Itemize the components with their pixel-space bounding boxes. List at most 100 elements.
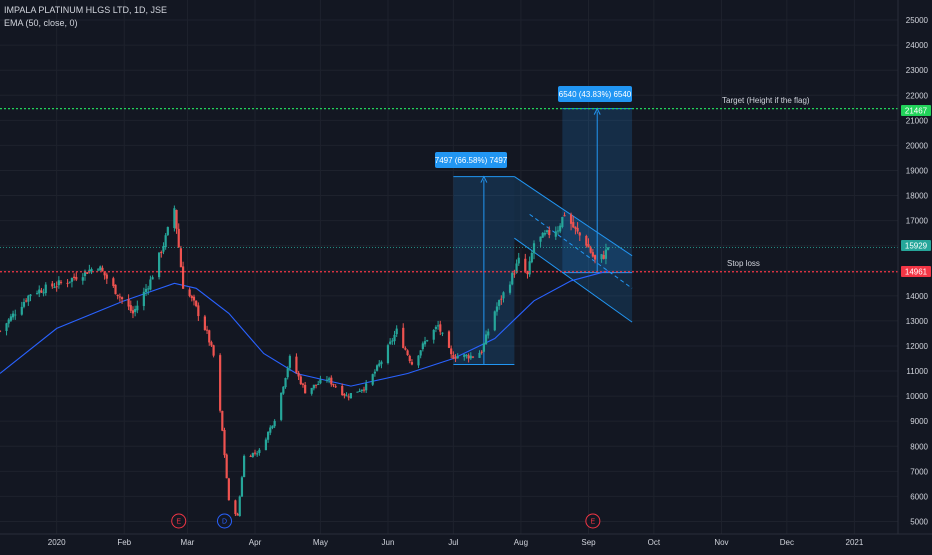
candle-body — [419, 350, 422, 356]
candle-body — [310, 387, 313, 394]
candle-body — [243, 455, 246, 478]
candle-body — [181, 266, 185, 289]
candle-body — [365, 383, 368, 391]
event-marker-earnings[interactable]: E — [171, 513, 187, 529]
candle-body — [467, 355, 470, 359]
candle-body — [55, 286, 58, 288]
candle-body — [330, 377, 333, 385]
candle-body — [604, 249, 608, 259]
candle-body — [225, 454, 228, 479]
plot-area[interactable] — [0, 107, 898, 517]
time-tick-label: Aug — [514, 538, 528, 547]
candle-body — [223, 429, 226, 456]
candle-body — [51, 283, 54, 287]
candle-body — [587, 244, 590, 248]
candle-body — [447, 331, 451, 348]
candle-body — [532, 243, 536, 254]
candle-body — [408, 355, 411, 362]
candle-body — [530, 252, 533, 263]
candle-body — [295, 356, 298, 373]
time-tick-label: Oct — [648, 538, 661, 547]
time-axis[interactable] — [0, 533, 932, 550]
candle-body — [487, 331, 490, 336]
candle-body — [101, 267, 104, 271]
candle-body — [264, 439, 268, 451]
current-price-tag — [901, 240, 931, 251]
candle-body — [151, 277, 154, 280]
candle-body — [380, 361, 383, 365]
time-tick-label: Jun — [382, 538, 395, 547]
candles — [0, 205, 610, 517]
candle-body — [602, 254, 605, 259]
candle-body — [90, 269, 93, 272]
price-tick-label: 11000 — [906, 367, 928, 376]
candle-body — [142, 291, 145, 307]
time-axis-ticks: 2020 Feb Mar Apr May Jun Jul Aug Sep Oct Nov Dec 202… — [48, 538, 864, 547]
measure1-tag — [435, 152, 507, 168]
event-circle — [171, 513, 187, 529]
candle-body — [227, 478, 230, 501]
candle-body — [304, 384, 307, 394]
candle-body — [136, 305, 139, 311]
candle-body — [42, 292, 45, 294]
candle-body — [118, 296, 121, 298]
candle-body — [147, 288, 150, 290]
candle-body — [513, 273, 516, 275]
candle-body — [144, 288, 148, 293]
candle-body — [57, 280, 60, 286]
time-tick-label: 2021 — [846, 538, 864, 547]
candle-body — [471, 356, 475, 358]
time-tick-label: Nov — [714, 538, 728, 547]
target-price-tag-text: 21467 — [905, 107, 928, 116]
candle-body — [68, 281, 71, 283]
measure2-tag-text: 6540 (43.83%) 6540 — [559, 90, 632, 99]
candle-body — [234, 500, 237, 515]
candle-body — [500, 298, 503, 300]
stop-price-tag — [901, 266, 931, 277]
candle-body — [312, 384, 315, 389]
candle-body — [450, 348, 453, 355]
candle-body — [528, 261, 531, 275]
candle-body — [190, 296, 193, 299]
candle-body — [389, 341, 392, 344]
candle-body — [177, 228, 180, 248]
current-price-tag-text: 15929 — [905, 242, 928, 251]
candle-body — [40, 290, 43, 293]
candle-body — [502, 292, 505, 299]
price-tick-label: 20000 — [906, 141, 929, 150]
candle-body — [86, 272, 89, 274]
event-marker-dividend[interactable]: D — [217, 513, 232, 529]
candle-body — [328, 378, 331, 380]
candle-body — [539, 236, 542, 242]
grid — [0, 0, 898, 534]
candle-body — [44, 284, 47, 294]
candle-body — [256, 453, 259, 455]
candle-body — [545, 230, 549, 233]
candle-body — [358, 390, 361, 392]
candle-body — [288, 356, 291, 368]
candle-body — [561, 216, 564, 227]
candle-body — [482, 343, 485, 352]
candle-body — [423, 341, 427, 345]
price-tick-label: 21000 — [906, 116, 929, 125]
candle-body — [395, 328, 398, 335]
indicator-title: EMA (50, close, 0) — [4, 18, 78, 28]
candle-body — [282, 386, 285, 394]
candle-body — [548, 229, 551, 236]
price-tick-label: 10000 — [906, 392, 929, 401]
candle-body — [317, 383, 320, 385]
price-tick-label: 12000 — [906, 342, 929, 351]
candle-body — [35, 293, 39, 295]
candle-body — [258, 449, 261, 453]
event-marker-earnings[interactable]: E — [585, 513, 601, 529]
candle-body — [96, 269, 100, 271]
candle-body — [219, 355, 222, 411]
candle-body — [402, 327, 405, 348]
candle-body — [341, 385, 344, 395]
candle-body — [120, 297, 124, 300]
candle-body — [83, 270, 87, 276]
candle-body — [325, 379, 329, 381]
